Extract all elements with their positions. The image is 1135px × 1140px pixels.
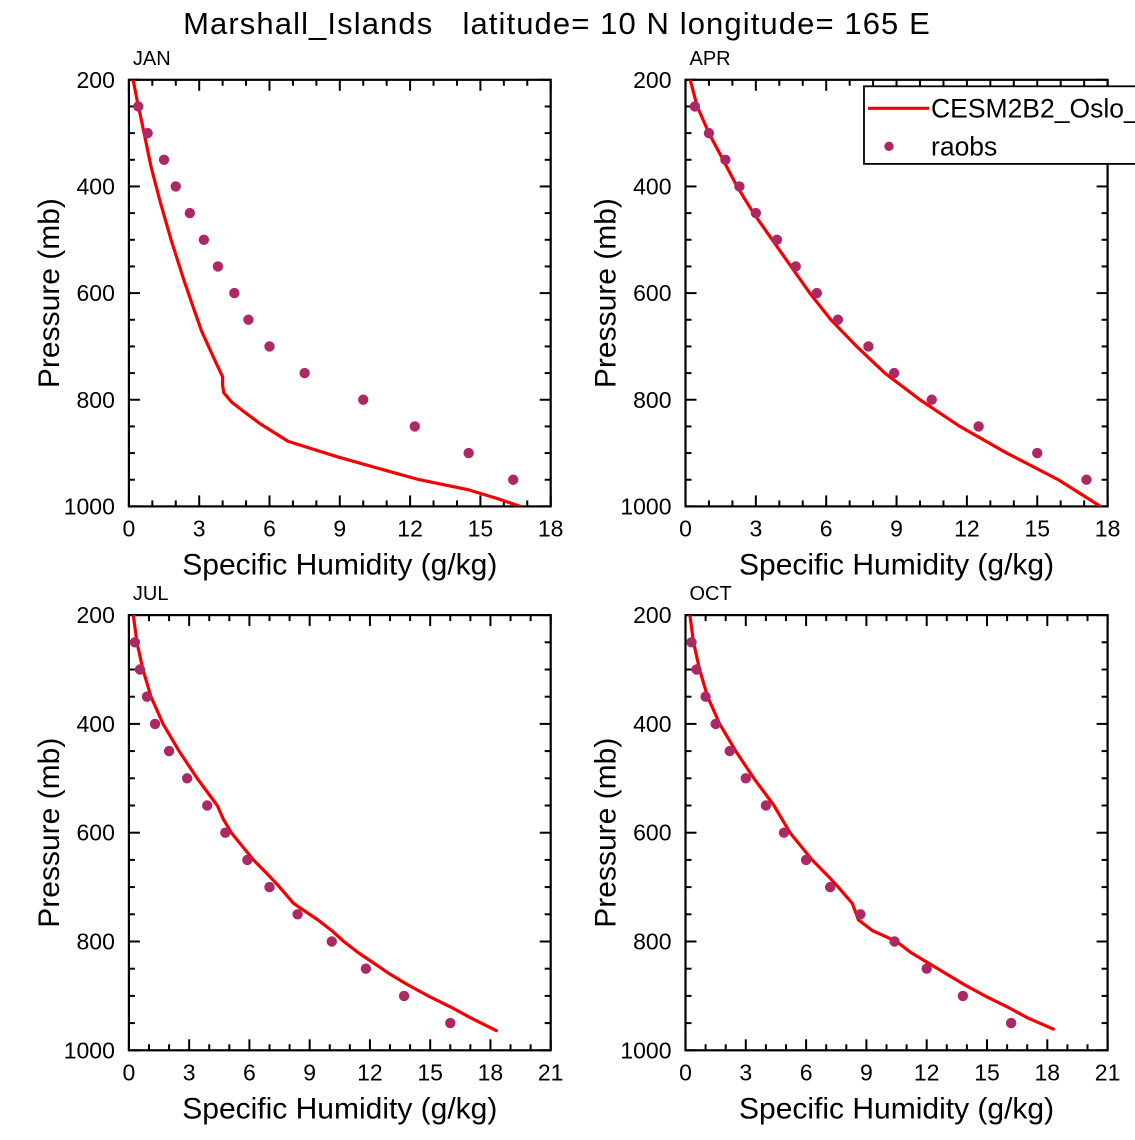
svg-text:200: 200: [77, 602, 115, 628]
svg-text:1000: 1000: [620, 493, 671, 519]
svg-text:JAN: JAN: [133, 48, 171, 70]
svg-text:12: 12: [397, 515, 423, 541]
svg-text:6: 6: [800, 1059, 813, 1085]
svg-text:Pressure (mb): Pressure (mb): [590, 738, 623, 928]
svg-text:9: 9: [333, 515, 346, 541]
svg-text:18: 18: [538, 515, 564, 541]
svg-text:3: 3: [193, 515, 206, 541]
svg-text:600: 600: [77, 280, 115, 306]
svg-text:400: 400: [633, 173, 671, 199]
svg-text:12: 12: [357, 1059, 383, 1085]
svg-text:Specific Humidity (g/kg): Specific Humidity (g/kg): [182, 1092, 497, 1125]
svg-text:800: 800: [77, 387, 115, 413]
svg-text:6: 6: [263, 515, 276, 541]
svg-text:21: 21: [1095, 1059, 1121, 1085]
svg-text:Specific Humidity (g/kg): Specific Humidity (g/kg): [182, 548, 497, 581]
svg-text:9: 9: [890, 515, 903, 541]
svg-text:800: 800: [633, 387, 671, 413]
svg-text:Pressure (mb): Pressure (mb): [33, 198, 66, 388]
svg-text:1000: 1000: [64, 1037, 115, 1063]
svg-text:6: 6: [820, 515, 833, 541]
svg-text:18: 18: [1095, 515, 1121, 541]
svg-text:3: 3: [739, 1059, 752, 1085]
svg-text:raobs: raobs: [931, 131, 997, 161]
svg-text:APR: APR: [690, 48, 731, 70]
svg-text:0: 0: [679, 515, 692, 541]
svg-text:1000: 1000: [620, 1037, 671, 1063]
svg-text:Marshall_Islands latitude=: Marshall_Islands latitude= 10 N longitud…: [183, 6, 931, 41]
svg-text:15: 15: [1024, 515, 1050, 541]
svg-text:15: 15: [417, 1059, 443, 1085]
svg-text:3: 3: [183, 1059, 196, 1085]
svg-text:400: 400: [77, 711, 115, 737]
svg-text:1000: 1000: [64, 493, 115, 519]
svg-text:15: 15: [974, 1059, 1000, 1085]
svg-text:200: 200: [77, 67, 115, 93]
svg-text:Specific Humidity (g/kg): Specific Humidity (g/kg): [739, 548, 1054, 581]
svg-text:9: 9: [303, 1059, 316, 1085]
svg-text:Specific Humidity (g/kg): Specific Humidity (g/kg): [739, 1092, 1054, 1125]
svg-text:18: 18: [478, 1059, 504, 1085]
svg-text:Pressure (mb): Pressure (mb): [590, 198, 623, 388]
svg-text:21: 21: [538, 1059, 564, 1085]
svg-text:0: 0: [123, 1059, 136, 1085]
svg-text:9: 9: [860, 1059, 873, 1085]
svg-text:12: 12: [914, 1059, 940, 1085]
svg-text:OCT: OCT: [690, 583, 732, 605]
svg-text:600: 600: [77, 820, 115, 846]
svg-text:Pressure (mb): Pressure (mb): [33, 738, 66, 928]
svg-text:800: 800: [633, 929, 671, 955]
svg-text:6: 6: [243, 1059, 256, 1085]
svg-text:800: 800: [77, 929, 115, 955]
svg-text:0: 0: [123, 515, 136, 541]
svg-text:400: 400: [633, 711, 671, 737]
svg-text:15: 15: [468, 515, 494, 541]
svg-text:CESM2B2_Oslo_FG: CESM2B2_Oslo_FG: [931, 93, 1135, 123]
svg-text:JUL: JUL: [133, 583, 169, 605]
svg-text:3: 3: [749, 515, 762, 541]
svg-text:200: 200: [633, 602, 671, 628]
svg-text:18: 18: [1035, 1059, 1061, 1085]
svg-text:400: 400: [77, 173, 115, 199]
svg-text:600: 600: [633, 280, 671, 306]
svg-text:12: 12: [954, 515, 980, 541]
svg-text:200: 200: [633, 67, 671, 93]
svg-text:600: 600: [633, 820, 671, 846]
svg-text:0: 0: [679, 1059, 692, 1085]
